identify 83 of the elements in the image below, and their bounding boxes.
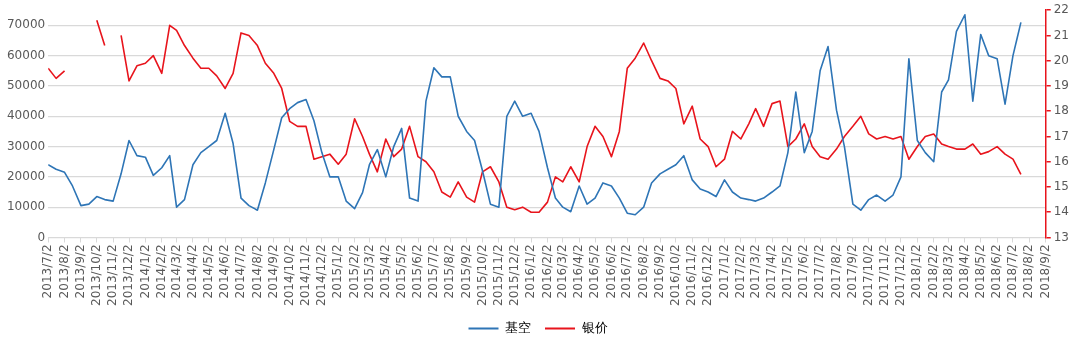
x-tick-label: 2015/8/2 [442, 244, 457, 299]
x-tick-label: 2013/9/2 [73, 244, 88, 299]
x-tick-label: 2017/12/2 [893, 244, 908, 306]
x-tick-label: 2018/2/2 [925, 244, 940, 299]
x-tick-label: 2015/5/2 [393, 244, 408, 299]
x-tick-label: 2017/4/2 [764, 244, 779, 299]
y-tick-label: 60000 [6, 47, 46, 62]
x-tick-label: 2018/5/2 [972, 244, 987, 299]
x-tick-label: 2015/6/2 [410, 244, 425, 299]
x-tick-label: 2016/3/2 [554, 244, 569, 299]
x-tick-label: 2018/7/2 [1005, 244, 1020, 299]
x-tick-label: 2018/8/2 [1021, 244, 1036, 299]
x-tick-label: 2014/7/2 [233, 244, 248, 299]
x-tick-label: 2015/12/2 [506, 244, 521, 306]
x-tick-label: 2017/9/2 [845, 244, 859, 299]
x-tick-label: 2018/9/2 [1037, 244, 1052, 299]
x-tick-label: 2018/6/2 [989, 244, 1004, 299]
y-tick-label: 40000 [6, 108, 46, 123]
y2-tick-label: 19 [1053, 78, 1070, 93]
y2-tick-label: 16 [1053, 153, 1070, 168]
legend-label: 银价 [580, 319, 608, 335]
x-tick-label: 2013/8/2 [56, 244, 71, 299]
x-tick-label: 2016/12/2 [700, 244, 715, 306]
y-tick-label: 30000 [6, 138, 46, 153]
x-tick-label: 2016/8/2 [635, 244, 650, 299]
y-tick-label: 20000 [6, 168, 46, 183]
x-tick-label: 2016/10/2 [668, 244, 682, 306]
x-tick-label: 2017/10/2 [860, 244, 875, 306]
x-tick-label: 2018/3/2 [940, 244, 955, 299]
x-tick-label: 2013/11/2 [105, 244, 120, 306]
y2-tick-label: 22 [1053, 2, 1070, 17]
x-tick-label: 2016/5/2 [587, 244, 602, 299]
x-tick-label: 2015/7/2 [426, 244, 441, 299]
x-tick-label: 2014/1/2 [137, 244, 152, 299]
x-tick-label: 2013/7/2 [40, 244, 55, 299]
y2-tick-label: 14 [1053, 204, 1070, 219]
x-tick-label: 2018/1/2 [909, 244, 924, 299]
x-tick-label: 2016/9/2 [652, 244, 667, 299]
x-tick-label: 2017/6/2 [796, 244, 811, 299]
x-tick-label: 2017/1/2 [716, 244, 731, 299]
x-tick-label: 2016/2/2 [539, 244, 554, 299]
y2-tick-label: 18 [1053, 103, 1070, 118]
y2-tick-label: 15 [1053, 179, 1070, 194]
x-tick-label: 2015/1/2 [330, 244, 345, 299]
x-tick-label: 2017/11/2 [877, 244, 892, 306]
x-tick-label: 2014/11/2 [298, 244, 313, 306]
x-tick-label: 2017/8/2 [828, 244, 843, 299]
x-tick-label: 2016/7/2 [619, 244, 634, 299]
x-tick-label: 2014/3/2 [168, 244, 183, 299]
x-tick-label: 2015/10/2 [474, 244, 489, 306]
x-tick-label: 2017/7/2 [812, 244, 827, 299]
x-tick-label: 2016/4/2 [571, 244, 586, 299]
x-tick-label: 2015/11/2 [491, 244, 505, 306]
y-tick-label: 0 [37, 229, 46, 244]
x-tick-label: 2017/5/2 [780, 244, 795, 299]
x-tick-label: 2013/10/2 [88, 244, 103, 306]
y-tick-label: 50000 [6, 78, 46, 93]
x-tick-label: 2014/5/2 [200, 244, 215, 299]
legend-label: 基空 [505, 319, 531, 335]
x-tick-label: 2016/1/2 [523, 244, 538, 299]
x-tick-label: 2016/6/2 [603, 244, 618, 299]
x-tick-label: 2016/11/2 [684, 244, 699, 306]
y2-tick-label: 21 [1053, 27, 1070, 42]
x-tick-label: 2014/10/2 [281, 244, 296, 306]
x-tick-label: 2017/2/2 [732, 244, 747, 299]
x-tick-label: 2014/12/2 [313, 244, 328, 306]
x-tick-label: 2015/9/2 [458, 244, 473, 299]
x-tick-label: 2015/4/2 [377, 244, 392, 299]
x-tick-label: 2015/2/2 [346, 244, 361, 299]
x-tick-label: 2017/3/2 [747, 244, 762, 299]
x-tick-label: 2014/9/2 [265, 244, 280, 299]
y-tick-label: 10000 [6, 199, 46, 214]
x-tick-label: 2013/12/2 [121, 244, 136, 306]
y2-tick-label: 20 [1053, 52, 1070, 67]
y2-tick-label: 13 [1053, 229, 1070, 244]
x-tick-label: 2014/6/2 [217, 244, 232, 299]
y2-tick-label: 17 [1053, 128, 1070, 143]
x-tick-label: 2014/8/2 [249, 244, 264, 299]
x-tick-label: 2018/4/2 [957, 244, 972, 299]
x-tick-label: 2014/4/2 [185, 244, 200, 299]
x-tick-label: 2015/3/2 [361, 244, 376, 299]
x-tick-label: 2014/2/2 [153, 244, 168, 299]
y-tick-label: 70000 [6, 17, 46, 32]
